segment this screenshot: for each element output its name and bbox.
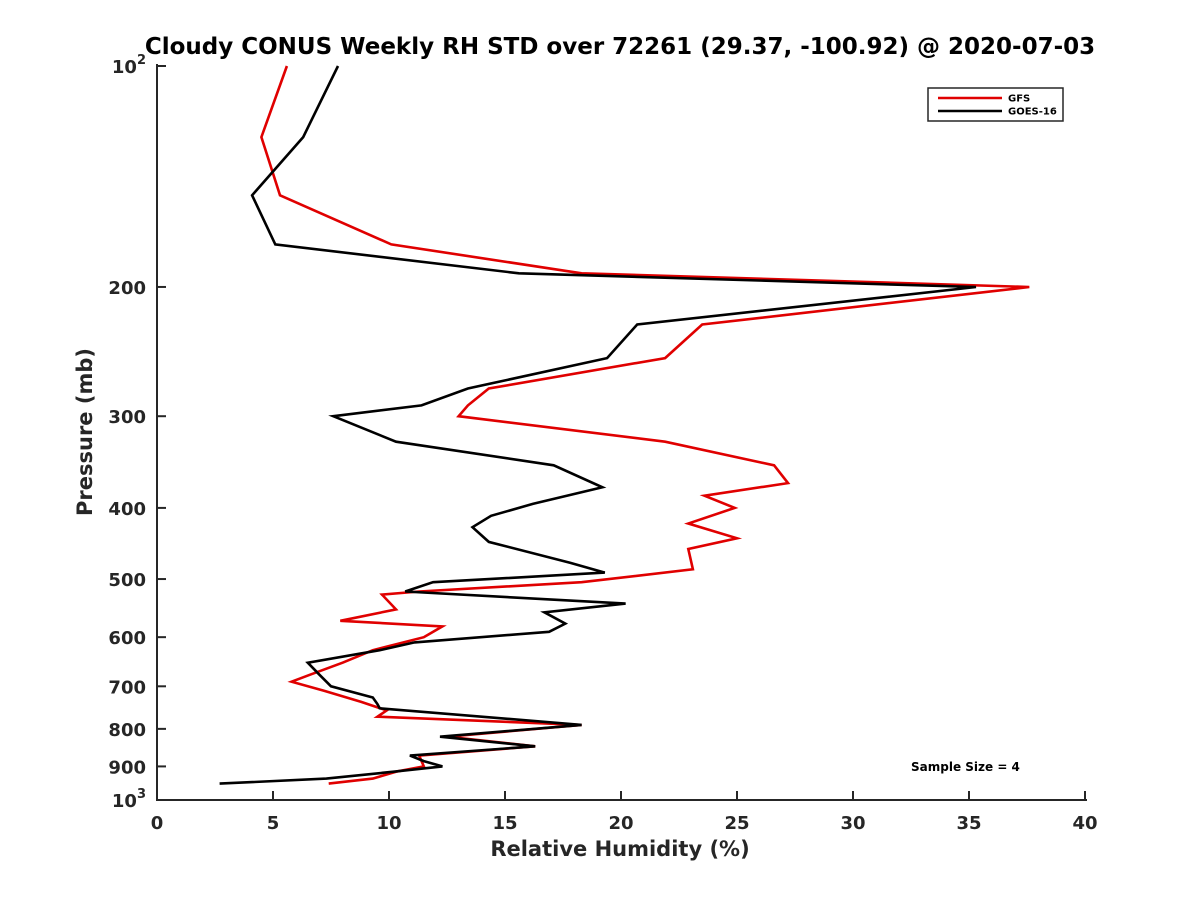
y-tick-label: 200	[108, 278, 146, 299]
y-ticks: 102 200 300 400 500 600 700 800 900 103	[108, 53, 166, 812]
series-line-gfs	[260, 65, 1030, 785]
x-tick-label: 0	[151, 813, 164, 834]
chart-title: Cloudy CONUS Weekly RH STD over 72261 (2…	[145, 34, 1095, 60]
y-tick-label: 800	[108, 720, 146, 741]
series-line-goes-16	[219, 65, 977, 785]
legend-label-goes16: GOES-16	[1008, 107, 1057, 118]
x-tick-label: 40	[1072, 813, 1097, 834]
sample-size-annotation: Sample Size = 4	[911, 760, 1020, 774]
y-tick-label: 102	[112, 53, 146, 78]
legend-label-gfs: GFS	[1008, 94, 1030, 105]
x-tick-label: 15	[492, 813, 517, 834]
plot-area	[219, 65, 1030, 785]
x-tick-label: 25	[724, 813, 749, 834]
x-tick-label: 20	[608, 813, 633, 834]
x-axis-label: Relative Humidity (%)	[490, 837, 749, 861]
x-tick-label: 35	[956, 813, 981, 834]
y-tick-label: 400	[108, 499, 146, 520]
y-tick-label: 500	[108, 570, 146, 591]
x-ticks: 0 5 10 15 20 25 30 35 40	[151, 791, 1098, 834]
y-tick-label: 700	[108, 677, 146, 698]
x-tick-label: 5	[267, 813, 280, 834]
x-tick-label: 10	[376, 813, 401, 834]
y-tick-label: 103	[112, 787, 146, 812]
axes	[156, 64, 1087, 801]
y-tick-label: 300	[108, 407, 146, 428]
legend-box	[927, 87, 1064, 122]
y-tick-label: 600	[108, 628, 146, 649]
y-tick-label: 900	[108, 757, 146, 778]
x-tick-label: 30	[840, 813, 865, 834]
y-axis-label: Pressure (mb)	[73, 348, 97, 516]
legend: GFS GOES-16	[927, 87, 1064, 122]
